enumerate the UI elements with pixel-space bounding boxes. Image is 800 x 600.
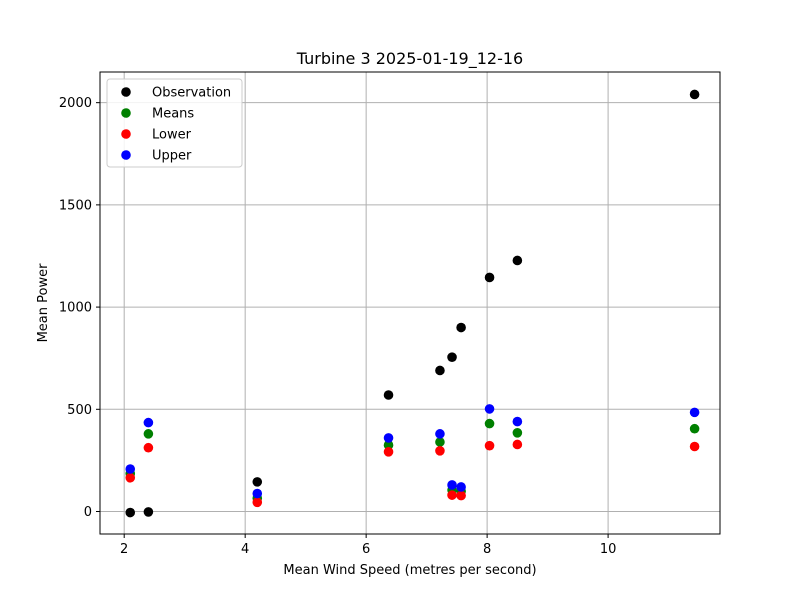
point-lower — [512, 439, 523, 450]
y-tick-label: 1500 — [59, 198, 92, 213]
point-means — [512, 428, 523, 438]
y-tick-label: 0 — [84, 505, 92, 520]
point-observation — [512, 255, 523, 266]
point-observation — [252, 477, 263, 487]
point-upper — [512, 416, 523, 427]
point-observation — [435, 365, 445, 376]
point-upper — [383, 433, 394, 443]
x-tick-label: 6 — [362, 542, 370, 557]
point-upper — [689, 407, 700, 418]
y-tick-label: 2000 — [59, 96, 92, 111]
x-tick-label: 4 — [241, 542, 249, 557]
x-axis-label: Mean Wind Speed (metres per second) — [283, 563, 536, 578]
point-lower — [252, 497, 263, 508]
point-upper — [435, 429, 445, 439]
point-lower — [383, 447, 394, 457]
legend-marker-observation — [121, 87, 131, 97]
point-upper — [456, 482, 466, 492]
point-observation — [447, 352, 457, 362]
point-upper — [484, 404, 495, 414]
legend-marker-upper — [121, 150, 131, 160]
point-lower — [125, 472, 136, 483]
x-tick-label: 8 — [483, 542, 491, 557]
point-observation — [143, 507, 154, 517]
point-observation — [456, 322, 466, 333]
point-means — [383, 440, 394, 450]
y-tick-label: 1000 — [59, 301, 92, 316]
point-observation — [689, 89, 700, 100]
point-upper — [143, 417, 154, 428]
point-upper — [252, 488, 263, 499]
grid — [100, 72, 720, 534]
legend-label-upper: Upper — [152, 149, 192, 164]
data-points — [125, 89, 700, 518]
point-observation — [383, 390, 394, 400]
legend: Observation Means Lower Upper — [106, 78, 243, 168]
point-means — [143, 429, 154, 439]
legend-label-lower: Lower — [152, 128, 192, 143]
point-lower — [143, 442, 154, 453]
point-lower — [447, 490, 457, 500]
point-means — [435, 437, 445, 447]
y-axis-label: Mean Power — [36, 263, 51, 343]
point-observation — [125, 507, 136, 518]
chart-title: Turbine 3 2025-01-19_12-16 — [296, 49, 523, 69]
point-lower — [456, 490, 466, 501]
legend-box — [106, 78, 243, 168]
legend-marker-means — [121, 108, 131, 118]
plot-frame — [99, 71, 721, 535]
point-upper — [447, 480, 457, 490]
legend-label-means: Means — [152, 107, 194, 122]
point-observation — [484, 272, 495, 283]
legend-label-observation: Observation — [152, 86, 231, 101]
y-tick-label: 500 — [67, 403, 92, 418]
point-lower — [435, 445, 445, 456]
legend-marker-lower — [121, 129, 131, 139]
x-tick-label: 2 — [120, 542, 128, 557]
x-tick-label: 10 — [600, 542, 617, 557]
point-lower — [484, 440, 495, 451]
point-upper — [125, 464, 136, 474]
point-lower — [689, 441, 700, 452]
point-means — [484, 418, 495, 429]
point-means — [689, 423, 700, 434]
axis-ticks: 2 4 6 8 10 0 500 1000 1500 2000 — [59, 96, 616, 557]
